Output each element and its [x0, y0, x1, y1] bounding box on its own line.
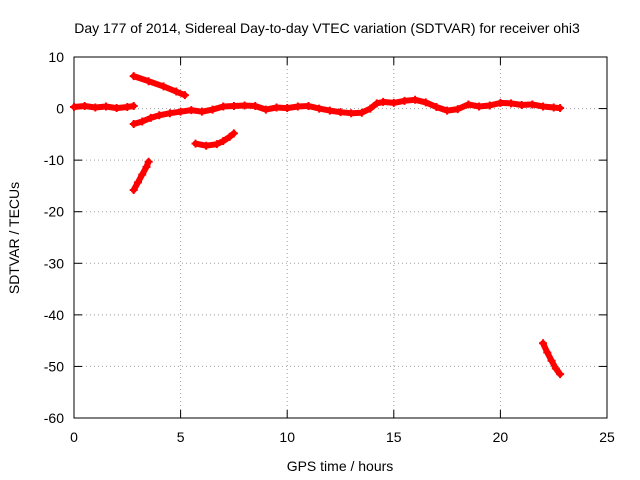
x-tick-label: 0 — [70, 429, 78, 445]
data-point — [133, 178, 142, 187]
data-point — [159, 82, 168, 91]
series-arc-2 — [130, 96, 564, 127]
data-point — [229, 129, 238, 138]
data-point — [293, 102, 302, 111]
data-point — [80, 101, 89, 110]
data-point — [304, 101, 313, 110]
x-tick-label: 5 — [177, 429, 185, 445]
x-tick-label: 25 — [599, 429, 615, 445]
data-point — [138, 170, 147, 179]
data-point — [70, 103, 78, 112]
data-point — [91, 103, 100, 112]
data-point — [129, 186, 138, 195]
data-point — [129, 101, 138, 110]
data-point — [357, 108, 366, 117]
data-point — [202, 141, 211, 150]
y-tick-label: -50 — [44, 358, 64, 374]
data-point — [229, 101, 238, 110]
data-point — [547, 356, 556, 365]
data-point — [155, 111, 164, 120]
data-point — [144, 77, 153, 86]
data-point — [225, 132, 234, 141]
data-point — [443, 106, 452, 115]
chart-title: Day 177 of 2014, Sidereal Day-to-day VTE… — [74, 20, 580, 36]
data-point — [191, 139, 200, 148]
data-point — [517, 100, 526, 109]
y-tick-label: -10 — [44, 152, 64, 168]
data-point — [539, 339, 548, 348]
x-tick-label: 10 — [279, 429, 295, 445]
data-point — [251, 101, 260, 110]
data-point — [528, 100, 537, 109]
data-point — [165, 109, 174, 118]
data-point — [389, 98, 398, 107]
data-point — [539, 102, 548, 111]
data-point — [142, 162, 151, 171]
data-point — [372, 99, 381, 108]
plot-frame — [73, 56, 608, 419]
y-tick-label: -20 — [44, 204, 64, 220]
y-tick-label: -40 — [44, 307, 64, 323]
data-point — [453, 105, 462, 114]
data-point — [138, 117, 147, 126]
data-point — [315, 104, 324, 113]
y-tick-label: -30 — [44, 255, 64, 271]
data-point — [101, 102, 110, 111]
data-point — [144, 157, 153, 166]
grid-lines — [74, 57, 607, 418]
y-tick-label: 0 — [56, 101, 64, 117]
data-point — [112, 104, 121, 113]
data-point — [187, 106, 196, 115]
data-point — [496, 98, 505, 107]
data-point — [507, 99, 516, 108]
data-point — [543, 348, 552, 357]
data-point — [208, 105, 217, 114]
data-point — [551, 364, 560, 373]
data-point — [129, 120, 138, 129]
data-point — [336, 108, 345, 117]
data-point — [261, 105, 270, 114]
data-point — [475, 102, 484, 111]
data-point — [556, 370, 565, 379]
data-point — [272, 103, 281, 112]
data-point — [421, 98, 430, 107]
y-tick-label: -60 — [44, 410, 64, 426]
data-point — [180, 91, 189, 100]
data-point — [556, 104, 565, 113]
data-point — [464, 100, 473, 109]
data-point — [172, 87, 181, 96]
data-layer — [70, 72, 565, 379]
data-point — [219, 102, 228, 111]
y-tick-label: 10 — [48, 49, 64, 65]
data-point — [379, 97, 388, 106]
data-point — [366, 104, 375, 113]
data-point — [347, 109, 356, 118]
data-point — [485, 101, 494, 110]
data-point — [240, 101, 249, 110]
x-axis-title: GPS time / hours — [287, 458, 394, 474]
data-point — [123, 103, 132, 112]
x-tick-label: 15 — [386, 429, 402, 445]
data-point — [219, 137, 228, 146]
data-point — [400, 96, 409, 105]
data-point — [146, 113, 155, 122]
data-point — [212, 140, 221, 149]
data-point — [325, 106, 334, 115]
axes: 0 5 10 15 20 25 10 0 -10 -20 -30 -40 -50 -60 — [44, 49, 615, 445]
data-point — [411, 95, 420, 104]
y-axis-title: SDTVAR / TECUs — [6, 182, 22, 294]
x-tick-label: 20 — [493, 429, 509, 445]
data-point — [129, 72, 138, 81]
data-point — [176, 107, 185, 116]
data-point — [197, 107, 206, 116]
data-point — [283, 104, 292, 113]
data-point — [432, 103, 441, 112]
